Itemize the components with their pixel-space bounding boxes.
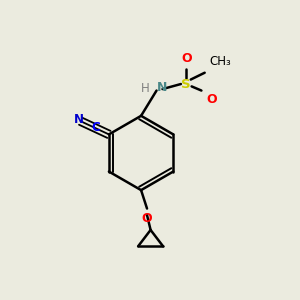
Text: CH₃: CH₃ (209, 55, 231, 68)
Text: N: N (157, 81, 167, 94)
Text: O: O (142, 212, 152, 224)
Text: O: O (206, 93, 217, 106)
Text: N: N (74, 113, 84, 126)
Text: S: S (182, 77, 191, 91)
Text: O: O (181, 52, 192, 65)
Text: C: C (92, 121, 100, 134)
Text: H: H (141, 82, 150, 95)
